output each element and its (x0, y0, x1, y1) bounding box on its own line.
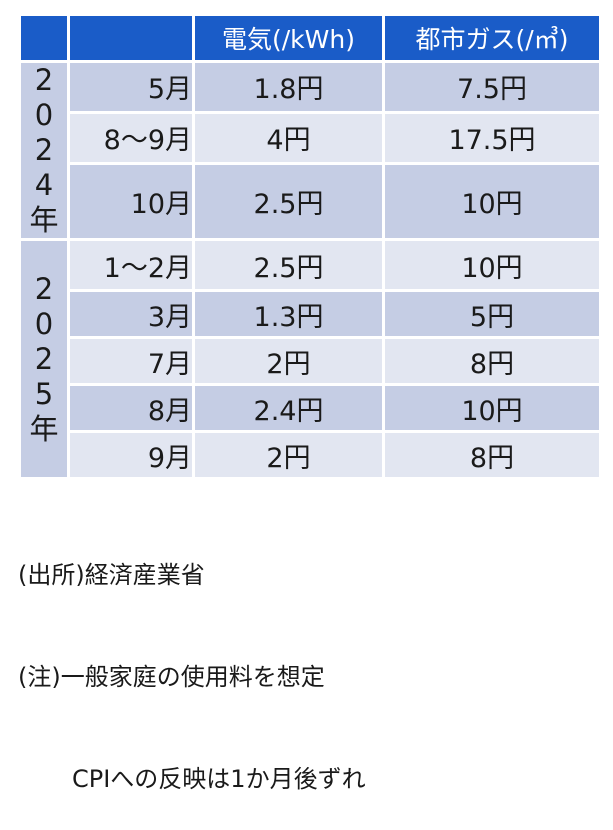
source-note: (出所)経済産業省 (18, 561, 205, 589)
table-row: 3月 1.3円 5円 (21, 292, 599, 336)
electricity-cell: 1.3円 (195, 292, 382, 336)
month-cell: 3月 (70, 292, 192, 336)
subsidy-table: 電気(/kWh) 都市ガス(/㎥) 2 0 2 4 年 5月 1.8円 7.5円… (18, 13, 602, 480)
header-empty-month (70, 16, 192, 60)
month-cell: 1〜2月 (70, 241, 192, 289)
table-row: 10月 2.5円 10円 (21, 164, 599, 238)
month-cell: 10月 (70, 164, 192, 238)
gas-cell: 10円 (385, 241, 599, 289)
table-row: 8月 2.4円 10円 (21, 386, 599, 430)
month-cell: 7月 (70, 339, 192, 383)
table-row: 7月 2円 8円 (21, 339, 599, 383)
header-electricity: 電気(/kWh) (195, 16, 382, 60)
gas-cell: 17.5円 (385, 113, 599, 162)
electricity-cell: 1.8円 (195, 63, 382, 111)
electricity-cell: 2.5円 (195, 241, 382, 289)
assumption-note: (注)一般家庭の使用料を想定 (18, 663, 325, 691)
table-row: 2 0 2 4 年 5月 1.8円 7.5円 (21, 63, 599, 238)
electricity-cell: 2円 (195, 433, 382, 477)
header-gas: 都市ガス(/㎥) (385, 16, 599, 60)
year-label-2025: 2 0 2 5 年 (21, 241, 67, 477)
electricity-cell: 2.5円 (195, 164, 382, 238)
electricity-cell: 2円 (195, 339, 382, 383)
gas-cell: 8円 (385, 339, 599, 383)
gas-cell: 7.5円 (385, 63, 599, 111)
month-cell: 5月 (70, 63, 192, 111)
gas-cell: 8円 (385, 433, 599, 477)
gas-cell: 10円 (385, 386, 599, 430)
gas-cell: 5円 (385, 292, 599, 336)
header-empty-year (21, 16, 67, 60)
year-label-2024: 2 0 2 4 年 (21, 63, 67, 238)
table-row: 8〜9月 4円 17.5円 (21, 113, 599, 162)
footnotes: (出所)経済産業省 (注)一般家庭の使用料を想定 CPIへの反映は1か月後ずれ (18, 490, 366, 830)
table-row: 2 0 2 5 年 1〜2月 2.5円 10円 (21, 241, 599, 477)
month-cell: 9月 (70, 433, 192, 477)
header-row: 電気(/kWh) 都市ガス(/㎥) (21, 16, 599, 60)
cpi-lag-note: CPIへの反映は1か月後ずれ (72, 765, 366, 793)
month-cell: 8月 (70, 386, 192, 430)
electricity-cell: 2.4円 (195, 386, 382, 430)
table-row: 9月 2円 8円 (21, 433, 599, 477)
month-cell: 8〜9月 (70, 113, 192, 162)
electricity-cell: 4円 (195, 113, 382, 162)
gas-cell: 10円 (385, 164, 599, 238)
